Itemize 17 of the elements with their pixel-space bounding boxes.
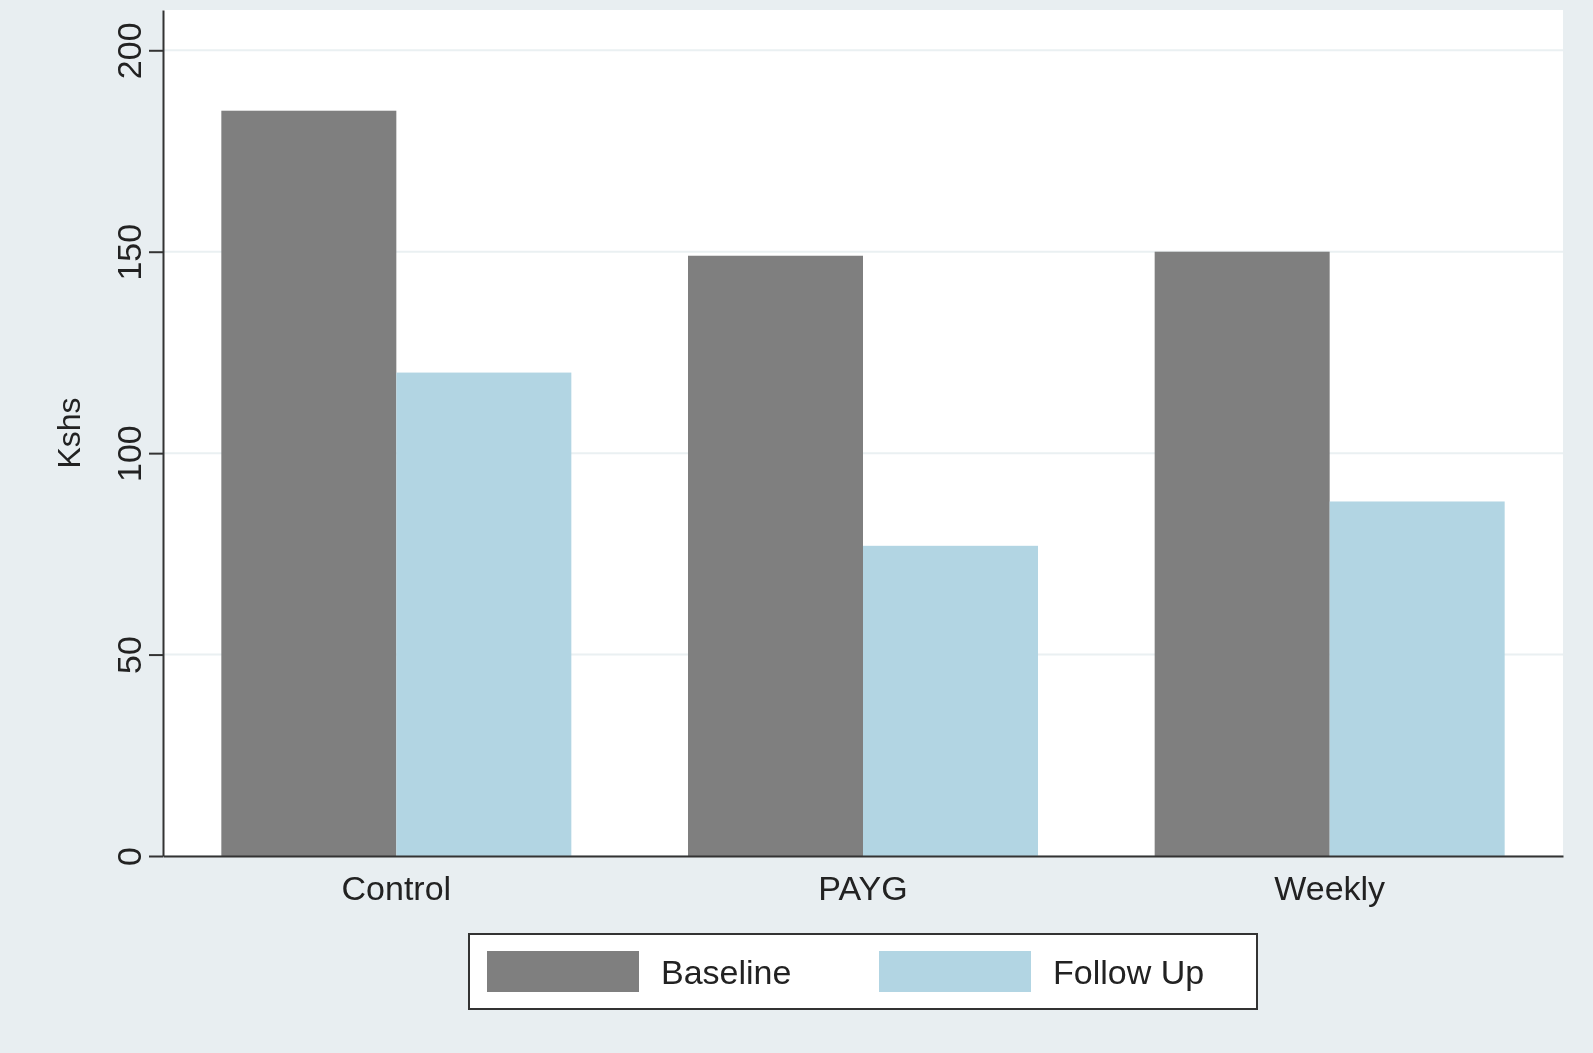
bar — [688, 255, 863, 856]
y-tick-label: 150 — [110, 223, 148, 281]
bar — [396, 372, 572, 856]
bar — [863, 545, 1038, 856]
y-tick-label: 200 — [110, 22, 148, 80]
y-tick-label: 100 — [110, 425, 148, 483]
y-axis-title: Kshs — [51, 397, 87, 469]
x-tick-label: PAYG — [818, 868, 908, 907]
bar — [221, 110, 397, 856]
legend-label: Follow Up — [1053, 953, 1205, 991]
x-tick-label: Weekly — [1274, 868, 1386, 907]
y-tick-label: 50 — [110, 636, 148, 674]
y-tick-label: 0 — [110, 847, 148, 866]
x-tick-label: Control — [341, 868, 452, 907]
bar — [1329, 501, 1505, 856]
bar — [1154, 251, 1330, 856]
legend-label: Baseline — [661, 953, 792, 991]
